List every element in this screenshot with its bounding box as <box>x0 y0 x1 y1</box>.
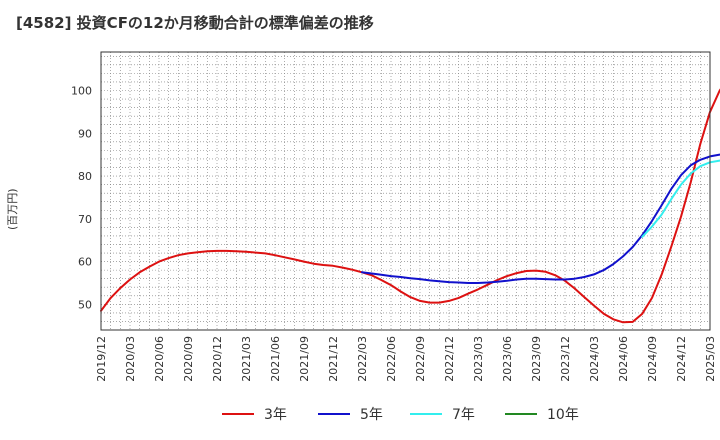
y-tick-label: 70 <box>78 213 92 226</box>
y-tick-label: 90 <box>78 127 92 140</box>
x-tick-label: 2020/12 <box>211 336 224 382</box>
y-tick-labels: 50 60 70 80 90 100 <box>71 84 92 311</box>
x-tick-label: 2025/03 <box>704 336 717 382</box>
x-tick-label: 2024/09 <box>646 336 659 382</box>
legend-label: 7年 <box>452 407 475 423</box>
x-tick-label: 2019/12 <box>95 336 108 382</box>
x-tick-label: 2023/12 <box>559 336 572 382</box>
chart-title: [4582] 投資CFの12か月移動合計の標準偏差の推移 <box>16 14 374 32</box>
grid-lines <box>101 52 710 330</box>
series-line-7年 <box>641 159 720 238</box>
y-tick-label: 60 <box>78 256 92 269</box>
x-tick-label: 2024/03 <box>588 336 601 382</box>
legend-label: 3年 <box>264 407 287 423</box>
x-tick-label: 2021/03 <box>240 336 253 382</box>
series-lines <box>100 88 720 324</box>
x-tick-label: 2022/09 <box>414 336 427 382</box>
x-tick-label: 2020/06 <box>153 336 166 382</box>
x-tick-label: 2021/09 <box>298 336 311 382</box>
x-tick-label: 2024/12 <box>675 336 688 382</box>
legend-label: 5年 <box>360 407 383 423</box>
x-tick-label: 2023/03 <box>472 336 485 382</box>
series-line-5年 <box>361 153 720 284</box>
x-tick-label: 2020/09 <box>182 336 195 382</box>
x-tick-label: 2024/06 <box>617 336 630 382</box>
y-tick-label: 50 <box>78 298 92 311</box>
series-line-3年 <box>100 88 720 324</box>
x-tick-labels: 2019/12 2020/03 2020/06 2020/09 2020/12 2021/… <box>95 336 717 382</box>
y-tick-label: 100 <box>71 84 92 97</box>
legend: 3年 5年 7年 10年 <box>222 407 579 423</box>
x-tick-label: 2020/03 <box>124 336 137 382</box>
x-tick-label: 2022/03 <box>356 336 369 382</box>
x-tick-label: 2021/06 <box>269 336 282 382</box>
x-tick-label: 2022/12 <box>443 336 456 382</box>
legend-label: 10年 <box>547 407 579 423</box>
y-tick-label: 80 <box>78 170 92 183</box>
x-tick-label: 2023/09 <box>530 336 543 382</box>
x-tick-label: 2021/12 <box>327 336 340 382</box>
x-tick-label: 2023/06 <box>501 336 514 382</box>
x-tick-label: 2022/06 <box>385 336 398 382</box>
plot-frame <box>100 51 711 331</box>
